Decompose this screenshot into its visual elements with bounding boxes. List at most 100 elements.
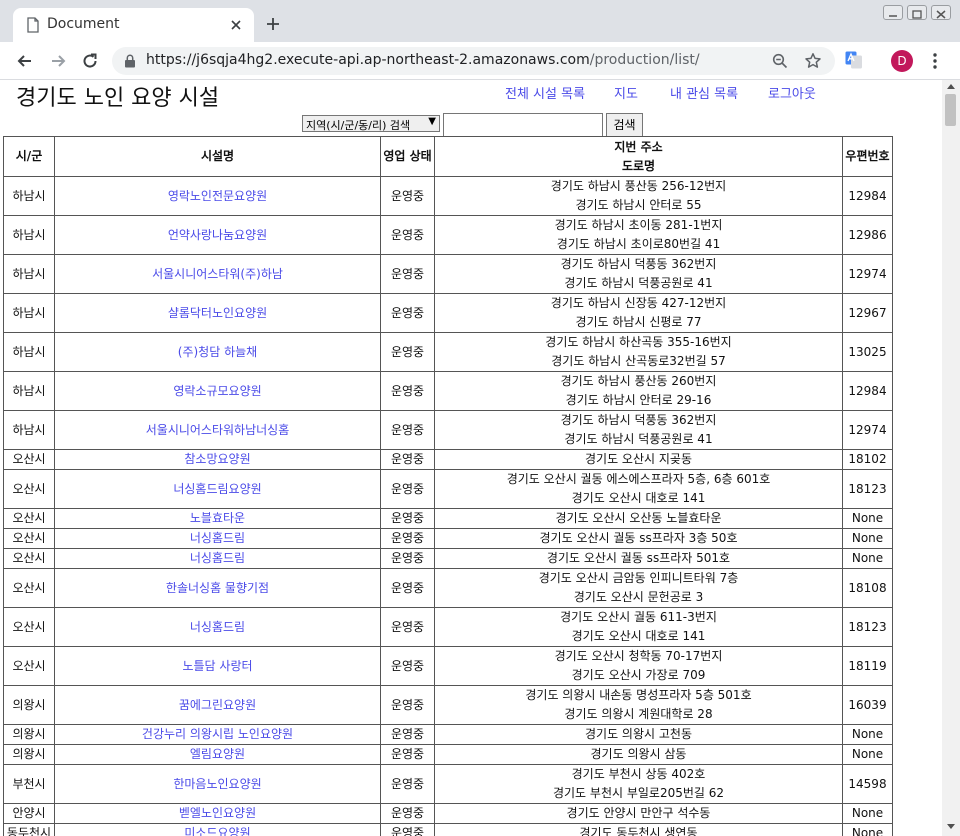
forward-arrow-icon[interactable] (49, 52, 67, 70)
facility-name-link[interactable]: (주)청담 하늘채 (54, 332, 381, 372)
city-cell: 하남시 (3, 371, 55, 411)
lot-address: 경기도 오산시 지곶동 (585, 452, 692, 466)
nav-logout-link[interactable]: 로그아웃 (768, 87, 816, 102)
more-menu-icon[interactable] (928, 52, 942, 70)
zip-cell: None (842, 724, 893, 745)
facility-table: 시/군 시설명 영업 상태 지번 주소 도로명 우편번호 하남시 영락노인전문요양… (3, 136, 893, 836)
address-cell: 경기도 오산시 오산동 노블효타운 (434, 508, 843, 529)
status-cell: 운영중 (380, 293, 435, 333)
browser-tab[interactable]: Document (13, 8, 254, 42)
translate-extension-icon[interactable] (845, 51, 863, 69)
road-address: 경기도 의왕시 계원대학로 28 (564, 707, 713, 721)
minimize-window-button[interactable] (883, 5, 903, 20)
address-cell: 경기도 하남시 덕풍동 362번지 경기도 하남시 덕풍공원로 41 (434, 410, 843, 450)
maximize-window-button[interactable] (907, 5, 927, 20)
address-bar[interactable]: https://j6sqja4hg2.execute-api.ap-northe… (112, 47, 835, 75)
facility-name-link[interactable]: 샬롬닥터노인요양원 (54, 293, 381, 333)
close-tab-icon[interactable] (229, 18, 243, 32)
table-row: 의왕시 꿈에그린요양원 운영중 경기도 의왕시 내손동 명성프라자 5층 501호 경기… (3, 685, 893, 725)
facility-name-link[interactable]: 너싱홈드림 (54, 528, 381, 549)
zip-cell: 18102 (842, 449, 893, 470)
facility-name-link[interactable]: 건강누리 의왕시립 노인요양원 (54, 724, 381, 745)
nav-map-link[interactable]: 지도 (614, 87, 638, 102)
address-cell: 경기도 의왕시 삼동 (434, 744, 843, 765)
address-cell: 경기도 오산시 궐동 611-3번지 경기도 오산시 대호로 141 (434, 607, 843, 647)
bookmark-star-icon[interactable] (804, 52, 822, 70)
reload-icon[interactable] (81, 52, 99, 70)
facility-name-link[interactable]: 한마음노인요양원 (54, 764, 381, 804)
zip-cell: 18108 (842, 568, 893, 608)
status-cell: 운영중 (380, 607, 435, 647)
zip-cell: 12986 (842, 215, 893, 255)
zip-cell: 12967 (842, 293, 893, 333)
vertical-scrollbar[interactable] (942, 80, 960, 836)
search-button[interactable]: 검색 (606, 113, 643, 137)
address-cell: 경기도 오산시 금암동 인피니트타워 7층 경기도 오산시 문헌공로 3 (434, 568, 843, 608)
facility-name-link[interactable]: 너싱홈드림 (54, 607, 381, 647)
lot-address: 경기도 의왕시 삼동 (590, 747, 687, 761)
table-row: 오산시 너싱홈드림 운영중 경기도 오산시 궐동 ss프라자 501호 None (3, 548, 893, 569)
facility-name-link[interactable]: 서울시니어스타워(주)하남 (54, 254, 381, 294)
nav-favorites-link[interactable]: 내 관심 목록 (670, 87, 739, 102)
table-row: 하남시 서울시니어스타워(주)하남 운영중 경기도 하남시 덕풍동 362번지 경기도 … (3, 254, 893, 294)
city-cell: 오산시 (3, 469, 55, 509)
scroll-down-arrow-icon[interactable] (947, 824, 955, 829)
facility-name-link[interactable]: 서울시니어스타워하남너싱홈 (54, 410, 381, 450)
facility-name-link[interactable]: 너싱홈드림요양원 (54, 469, 381, 509)
status-cell: 운영중 (380, 803, 435, 824)
city-cell: 오산시 (3, 568, 55, 608)
nav-all-facilities-link[interactable]: 전체 시설 목록 (505, 87, 586, 102)
lot-address: 경기도 하남시 덕풍동 362번지 (560, 257, 717, 271)
facility-name-link[interactable]: 미소드요양원 (54, 823, 381, 836)
zoom-icon[interactable] (772, 53, 788, 69)
facility-name-link[interactable]: 엘림요양원 (54, 744, 381, 765)
search-input[interactable] (443, 113, 603, 137)
search-type-select[interactable]: 지역(시/군/동/리) 검색 ▼ (302, 115, 440, 132)
lot-address: 경기도 부천시 상동 402호 (571, 767, 706, 781)
status-cell: 운영중 (380, 568, 435, 608)
facility-name-link[interactable]: 너싱홈드림 (54, 548, 381, 569)
table-row: 의왕시 엘림요양원 운영중 경기도 의왕시 삼동 None (3, 744, 893, 765)
address-cell: 경기도 오산시 지곶동 (434, 449, 843, 470)
profile-avatar[interactable]: D (891, 50, 913, 72)
status-cell: 운영중 (380, 508, 435, 529)
facility-name-link[interactable]: 영락소규모요양원 (54, 371, 381, 411)
header-zip: 우편번호 (842, 136, 893, 177)
lot-address: 경기도 동두천시 생연동 (579, 826, 698, 836)
facility-name-link[interactable]: 영락노인전문요양원 (54, 176, 381, 216)
road-address: 경기도 하남시 안터로 55 (575, 198, 702, 212)
page-content: 경기도 노인 요양 시설 전체 시설 목록 지도 내 관심 목록 로그아웃 지역… (0, 80, 942, 836)
table-row: 오산시 너싱홈드림 운영중 경기도 오산시 궐동 611-3번지 경기도 오산시 대호로… (3, 607, 893, 647)
zip-cell: 12974 (842, 254, 893, 294)
zip-cell: 18123 (842, 469, 893, 509)
facility-name-link[interactable]: 꿈에그린요양원 (54, 685, 381, 725)
new-tab-icon[interactable] (265, 16, 281, 32)
facility-name-link[interactable]: 언약사랑나눔요양원 (54, 215, 381, 255)
close-window-button[interactable] (931, 5, 951, 20)
table-row: 의왕시 건강누리 의왕시립 노인요양원 운영중 경기도 의왕시 고천동 None (3, 724, 893, 745)
city-cell: 하남시 (3, 176, 55, 216)
facility-name-link[interactable]: 노틀담 사랑터 (54, 646, 381, 686)
page-title: 경기도 노인 요양 시설 (16, 86, 220, 111)
back-arrow-icon[interactable] (16, 52, 34, 70)
scroll-up-arrow-icon[interactable] (947, 84, 955, 89)
browser-toolbar: https://j6sqja4hg2.execute-api.ap-northe… (0, 42, 960, 80)
lot-address: 경기도 의왕시 고천동 (585, 727, 692, 741)
zip-cell: 12984 (842, 371, 893, 411)
facility-name-link[interactable]: 참소망요양원 (54, 449, 381, 470)
table-body: 하남시 영락노인전문요양원 운영중 경기도 하남시 풍산동 256-12번지 경기도 하… (3, 176, 893, 836)
facility-name-link[interactable]: 벧엘노인요양원 (54, 803, 381, 824)
zip-cell: 14598 (842, 764, 893, 804)
address-cell: 경기도 부천시 상동 402호 경기도 부천시 부일로205번길 62 (434, 764, 843, 804)
address-cell: 경기도 하남시 초이동 281-1번지 경기도 하남시 초이로80번길 41 (434, 215, 843, 255)
city-cell: 의왕시 (3, 744, 55, 765)
city-cell: 오산시 (3, 607, 55, 647)
facility-name-link[interactable]: 한솔너싱홈 물향기점 (54, 568, 381, 608)
tab-strip: Document (0, 0, 960, 42)
address-cell: 경기도 하남시 풍산동 260번지 경기도 하남시 안터로 29-16 (434, 371, 843, 411)
table-row: 하남시 서울시니어스타워하남너싱홈 운영중 경기도 하남시 덕풍동 362번지 경기도 … (3, 410, 893, 450)
status-cell: 운영중 (380, 744, 435, 765)
scrollbar-thumb[interactable] (945, 94, 956, 126)
facility-name-link[interactable]: 노블효타운 (54, 508, 381, 529)
city-cell: 하남시 (3, 332, 55, 372)
